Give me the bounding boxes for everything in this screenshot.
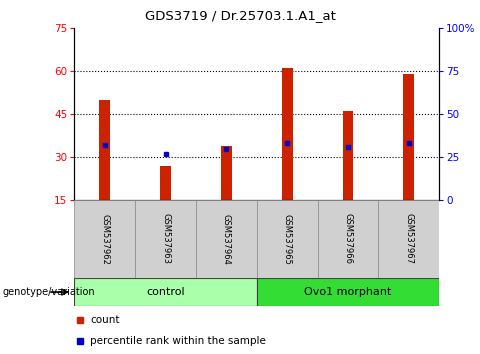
Bar — [282, 68, 293, 200]
Text: GSM537965: GSM537965 — [283, 213, 292, 264]
Bar — [99, 100, 110, 200]
Bar — [74, 200, 135, 278]
Bar — [160, 166, 171, 200]
Bar — [403, 74, 414, 200]
Text: GDS3719 / Dr.25703.1.A1_at: GDS3719 / Dr.25703.1.A1_at — [144, 9, 336, 22]
Text: genotype/variation: genotype/variation — [2, 287, 95, 297]
Text: Ovo1 morphant: Ovo1 morphant — [304, 287, 392, 297]
Text: GSM537962: GSM537962 — [100, 213, 109, 264]
Bar — [135, 200, 196, 278]
Text: GSM537964: GSM537964 — [222, 213, 231, 264]
Bar — [318, 200, 378, 278]
Text: GSM537966: GSM537966 — [344, 213, 352, 264]
Bar — [257, 200, 318, 278]
Bar — [378, 200, 439, 278]
Text: control: control — [146, 287, 185, 297]
Text: percentile rank within the sample: percentile rank within the sample — [90, 336, 266, 346]
Text: GSM537963: GSM537963 — [161, 213, 170, 264]
Bar — [257, 278, 439, 306]
Text: GSM537967: GSM537967 — [404, 213, 413, 264]
Bar — [343, 111, 353, 200]
Bar — [196, 200, 257, 278]
Bar — [221, 145, 232, 200]
Text: count: count — [90, 315, 120, 325]
Bar — [74, 278, 257, 306]
